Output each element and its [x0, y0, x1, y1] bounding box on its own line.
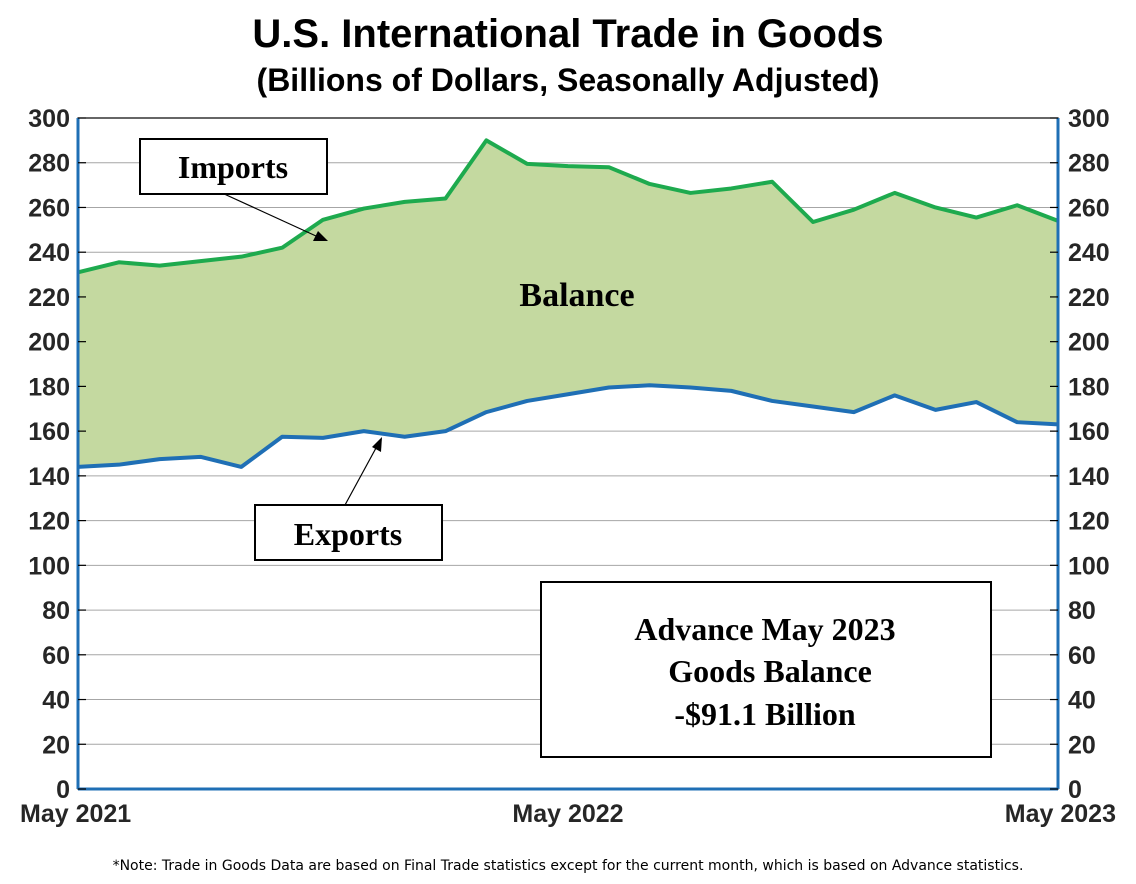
y-tick-left-220: 220	[28, 284, 70, 312]
y-tick-right-140: 140	[1068, 463, 1110, 491]
imports-arrow-line	[221, 192, 317, 237]
y-tick-left-260: 260	[28, 194, 70, 222]
y-tick-left-60: 60	[42, 642, 70, 670]
y-tick-left-120: 120	[28, 508, 70, 536]
x-tick-may-2022: May 2022	[512, 800, 623, 828]
chart-subtitle: (Billions of Dollars, Seasonally Adjuste…	[256, 62, 880, 98]
y-tick-right-220: 220	[1068, 284, 1110, 312]
y-tick-left-160: 160	[28, 418, 70, 446]
y-tick-right-300: 300	[1068, 105, 1110, 133]
y-tick-left-40: 40	[42, 687, 70, 715]
imports-line	[77, 138, 1059, 275]
y-tick-left-100: 100	[28, 552, 70, 580]
y-tick-right-280: 280	[1068, 150, 1110, 178]
y-tick-right-40: 40	[1068, 687, 1096, 715]
x-tick-may-2021: May 2021	[20, 800, 131, 828]
advance-box	[540, 581, 992, 758]
y-tick-right-80: 80	[1068, 597, 1096, 625]
imports-label: Imports	[178, 149, 288, 185]
y-tick-right-20: 20	[1068, 731, 1096, 759]
exports-arrow-head	[372, 437, 382, 452]
advance-box-line2: Goods Balance	[668, 653, 872, 689]
imports-label-box	[139, 138, 328, 195]
x-tick-may-2023: May 2023	[1005, 800, 1116, 828]
y-tick-left-200: 200	[28, 329, 70, 357]
y-ticks: 0 0 20 20 40 40 60 60 80 80 100 100 120 120 140 140 160 1…	[28, 105, 1109, 804]
y-tick-right-60: 60	[1068, 642, 1096, 670]
footnote: *Note: Trade in Goods Data are based on …	[112, 858, 1024, 874]
balance-label: Balance	[519, 277, 634, 314]
y-tick-left-300: 300	[28, 105, 70, 133]
y-tick-right-0: 0	[1068, 776, 1082, 804]
y-tick-right-160: 160	[1068, 418, 1110, 446]
y-tick-left-20: 20	[42, 731, 70, 759]
y-tick-left-180: 180	[28, 373, 70, 401]
y-tick-right-100: 100	[1068, 552, 1110, 580]
advance-box-line3: -$91.1 Billion	[674, 696, 856, 732]
y-tick-right-200: 200	[1068, 329, 1110, 357]
y-tick-left-0: 0	[56, 776, 70, 804]
imports-arrow-head	[313, 231, 328, 241]
chart-title: U.S. International Trade in Goods	[252, 12, 884, 56]
y-tick-right-180: 180	[1068, 373, 1110, 401]
x-ticks: May 2021 May 2022 May 2023	[20, 800, 1116, 828]
y-tick-left-80: 80	[42, 597, 70, 625]
advance-box-line1: Advance May 2023	[634, 611, 895, 647]
exports-label-box	[254, 504, 443, 561]
y-tick-left-140: 140	[28, 463, 70, 491]
exports-arrow-line	[344, 447, 377, 506]
y-tick-right-240: 240	[1068, 239, 1110, 267]
y-tick-right-120: 120	[1068, 508, 1110, 536]
y-tick-left-240: 240	[28, 239, 70, 267]
y-tick-right-260: 260	[1068, 194, 1110, 222]
exports-line	[77, 383, 1059, 469]
exports-label: Exports	[294, 516, 402, 552]
y-tick-left-280: 280	[28, 150, 70, 178]
